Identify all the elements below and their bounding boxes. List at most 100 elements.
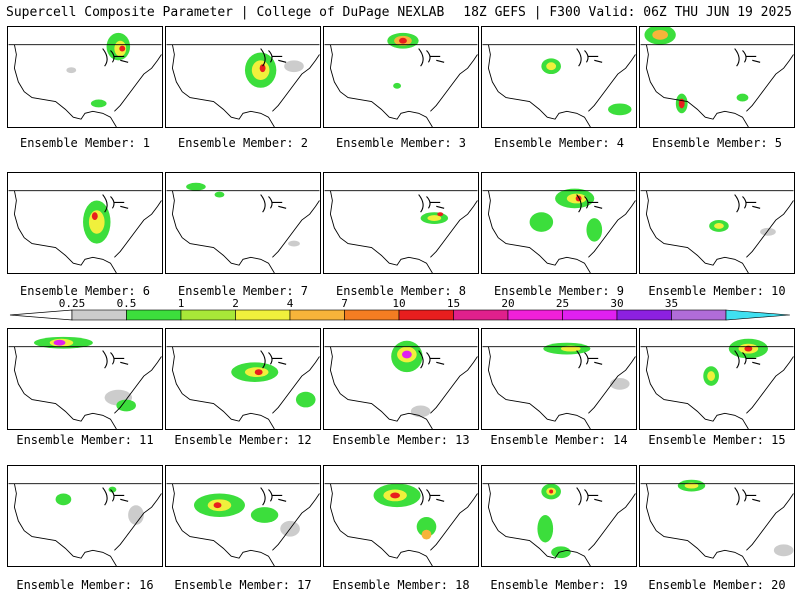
ensemble-member-map [639, 26, 795, 128]
great-lakes-outline [418, 487, 445, 506]
scp-contour [91, 212, 98, 221]
colorbar-tick-label: 2 [232, 297, 239, 310]
scp-contour [546, 62, 557, 71]
scp-contour [399, 37, 407, 44]
colorbar-tick-label: 0.25 [58, 297, 86, 310]
ensemble-member-label: Ensemble Member: 3 [335, 136, 467, 150]
ensemble-member-label: Ensemble Member: 11 [16, 433, 154, 447]
colorbar-tick-label: 30 [610, 297, 624, 310]
ensemble-member-label: Ensemble Member: 10 [648, 284, 786, 298]
colorbar-segment [126, 309, 182, 321]
scp-contour [393, 82, 401, 89]
scp-contour [707, 371, 716, 381]
great-lakes-outline [418, 350, 445, 369]
great-lakes-outline [102, 194, 129, 213]
coastline-border [8, 190, 162, 273]
conus-map [324, 340, 478, 429]
scp-contour [529, 212, 554, 232]
scp-contour [250, 507, 279, 523]
ensemble-member-map [481, 26, 637, 128]
ensemble-member-label: Ensemble Member: 17 [174, 578, 312, 592]
run-valid-time: 18Z GEFS | F300 Valid: 06Z THU JUN 19 20… [463, 5, 792, 20]
scp-contour [760, 227, 776, 236]
scp-contour [537, 515, 554, 543]
great-lakes-outline [102, 350, 129, 369]
conus-map [166, 44, 320, 127]
scp-contour [401, 350, 412, 359]
colorbar-segment [235, 309, 291, 321]
great-lakes-outline [576, 48, 603, 67]
great-lakes-outline [418, 194, 445, 213]
scp-contour [551, 546, 571, 559]
conus-map [8, 190, 162, 273]
scp-contour [295, 391, 316, 408]
scp-contour [609, 378, 630, 390]
scp-contour [427, 215, 442, 222]
ensemble-member-map [323, 328, 479, 430]
coastline-border [640, 44, 794, 127]
conus-map [482, 483, 636, 566]
coastline-border [8, 44, 162, 127]
ensemble-member-map [7, 172, 163, 274]
scp-contour [390, 492, 401, 499]
colorbar-segment [344, 309, 400, 321]
colorbar-segment [453, 309, 509, 321]
coastline-border [324, 44, 478, 127]
ensemble-member-label: Ensemble Member: 19 [490, 578, 628, 592]
ensemble-member-map [481, 328, 637, 430]
colorbar-tick-label: 35 [664, 297, 679, 310]
conus-map [166, 346, 320, 429]
great-lakes-outline [576, 350, 603, 369]
ensemble-member-label: Ensemble Member: 1 [19, 136, 151, 150]
scp-contour [421, 529, 432, 540]
conus-map [8, 336, 162, 429]
scp-contour [259, 64, 266, 73]
ensemble-member-map [639, 328, 795, 430]
conus-map [482, 44, 636, 127]
scp-contour [410, 405, 431, 418]
conus-map [324, 483, 478, 566]
conus-map [640, 27, 794, 127]
colorbar-segment [725, 309, 791, 321]
great-lakes-outline [260, 487, 287, 506]
ensemble-member-label: Ensemble Member: 12 [174, 433, 312, 447]
ensemble-member-label: Ensemble Member: 15 [648, 433, 786, 447]
colorbar-segment [398, 309, 454, 321]
colorbar-tick-label: 4 [286, 297, 294, 310]
colorbar-segment [616, 309, 672, 321]
coastline-border [324, 190, 478, 273]
ensemble-member-map [639, 465, 795, 567]
ensemble-member-label: Ensemble Member: 8 [335, 284, 467, 298]
ensemble-member-label: Ensemble Member: 5 [651, 136, 783, 150]
colorbar-segment [671, 309, 727, 321]
scp-contour [90, 99, 107, 108]
conus-map [640, 338, 794, 429]
ensemble-member-map [7, 328, 163, 430]
great-lakes-outline [734, 194, 761, 213]
ensemble-member-label: Ensemble Member: 4 [493, 136, 625, 150]
scp-contour [108, 486, 117, 493]
ensemble-member-label: Ensemble Member: 18 [332, 578, 470, 592]
scp-contour [53, 339, 66, 346]
colorbar-tick-label: 1 [177, 297, 185, 310]
colorbar-segment [289, 309, 345, 321]
colorbar-segment [562, 309, 618, 321]
scp-contour [284, 60, 304, 73]
coastline-border [482, 44, 636, 127]
scp-contour [586, 218, 603, 242]
ensemble-member-map [481, 465, 637, 567]
scp-contour [416, 516, 437, 537]
great-lakes-outline [260, 350, 287, 369]
color-scale-bar [9, 309, 791, 321]
conus-map [324, 32, 478, 127]
coastline-border [166, 44, 320, 127]
great-lakes-outline [260, 194, 287, 213]
scp-contour [214, 191, 225, 198]
map-title: Supercell Composite Parameter | College … [6, 5, 445, 20]
conus-map [324, 190, 478, 273]
colorbar-segment [71, 309, 127, 321]
scp-contour [288, 240, 300, 247]
scp-contour [549, 489, 554, 494]
scp-contour [254, 369, 263, 376]
ensemble-member-label: Ensemble Member: 2 [177, 136, 309, 150]
